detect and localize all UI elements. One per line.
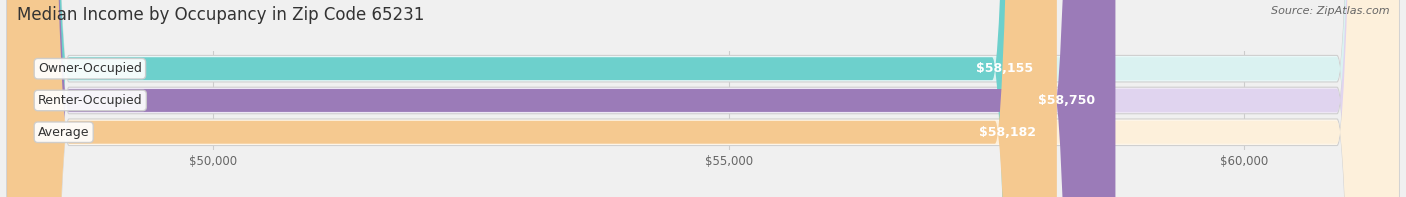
- Text: Source: ZipAtlas.com: Source: ZipAtlas.com: [1271, 6, 1389, 16]
- Text: Renter-Occupied: Renter-Occupied: [38, 94, 142, 107]
- FancyBboxPatch shape: [7, 0, 1399, 197]
- FancyBboxPatch shape: [7, 0, 1115, 197]
- Text: $58,182: $58,182: [979, 126, 1036, 139]
- FancyBboxPatch shape: [7, 0, 1399, 197]
- FancyBboxPatch shape: [7, 0, 1399, 197]
- FancyBboxPatch shape: [7, 0, 1054, 197]
- Text: Average: Average: [38, 126, 90, 139]
- FancyBboxPatch shape: [7, 0, 1399, 197]
- FancyBboxPatch shape: [7, 0, 1399, 197]
- Text: Owner-Occupied: Owner-Occupied: [38, 62, 142, 75]
- Text: $58,750: $58,750: [1038, 94, 1095, 107]
- FancyBboxPatch shape: [7, 0, 1399, 197]
- Text: Median Income by Occupancy in Zip Code 65231: Median Income by Occupancy in Zip Code 6…: [17, 6, 425, 24]
- Text: $58,155: $58,155: [976, 62, 1033, 75]
- FancyBboxPatch shape: [7, 0, 1057, 197]
